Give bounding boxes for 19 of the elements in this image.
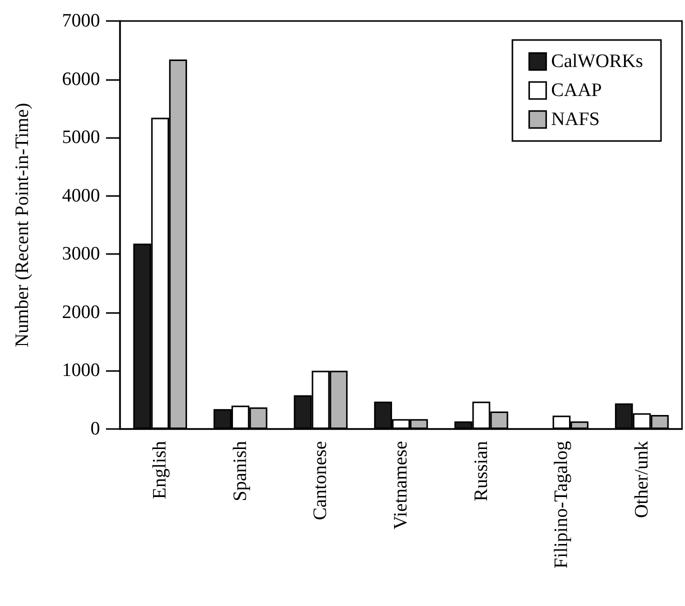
x-tick-label: Filipino-Tagalog xyxy=(551,440,572,568)
x-tick-label: Cantonese xyxy=(310,441,332,520)
x-tick-label: Spanish xyxy=(230,440,251,502)
x-tick-label: Other/unk xyxy=(631,440,652,518)
y-tick-label: 1000 xyxy=(62,360,100,382)
legend-label: NAFS xyxy=(551,109,600,130)
y-axis-title: Number (Recent Point-in-Time) xyxy=(12,102,33,348)
y-tick-label: 7000 xyxy=(62,10,100,32)
y-tick-label: 5000 xyxy=(62,127,100,148)
y-tick-label: 6000 xyxy=(62,68,100,90)
x-tick-label: Vietnamese xyxy=(390,441,412,530)
y-tick-label: 4000 xyxy=(62,185,100,206)
x-tick-label: English xyxy=(150,440,171,500)
legend-label: CAAP xyxy=(551,80,602,101)
y-tick-label: 2000 xyxy=(62,302,100,323)
legend-label: CalWORKs xyxy=(551,51,643,72)
y-tick-label: 0 xyxy=(90,418,100,440)
x-tick-label: Russian xyxy=(470,440,492,502)
y-tick-label: 3000 xyxy=(62,244,100,265)
